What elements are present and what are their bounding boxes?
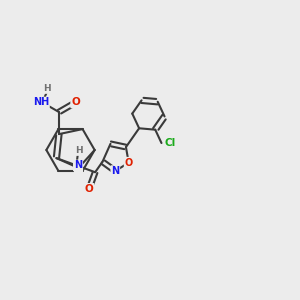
Text: O: O bbox=[71, 98, 80, 107]
Text: O: O bbox=[85, 184, 94, 194]
Text: NH: NH bbox=[33, 98, 49, 107]
Text: H: H bbox=[43, 84, 51, 93]
Text: N: N bbox=[111, 166, 119, 176]
Text: Cl: Cl bbox=[164, 138, 176, 148]
Text: O: O bbox=[124, 158, 133, 168]
Text: S: S bbox=[75, 163, 82, 173]
Text: H: H bbox=[76, 146, 83, 155]
Text: N: N bbox=[74, 160, 82, 170]
